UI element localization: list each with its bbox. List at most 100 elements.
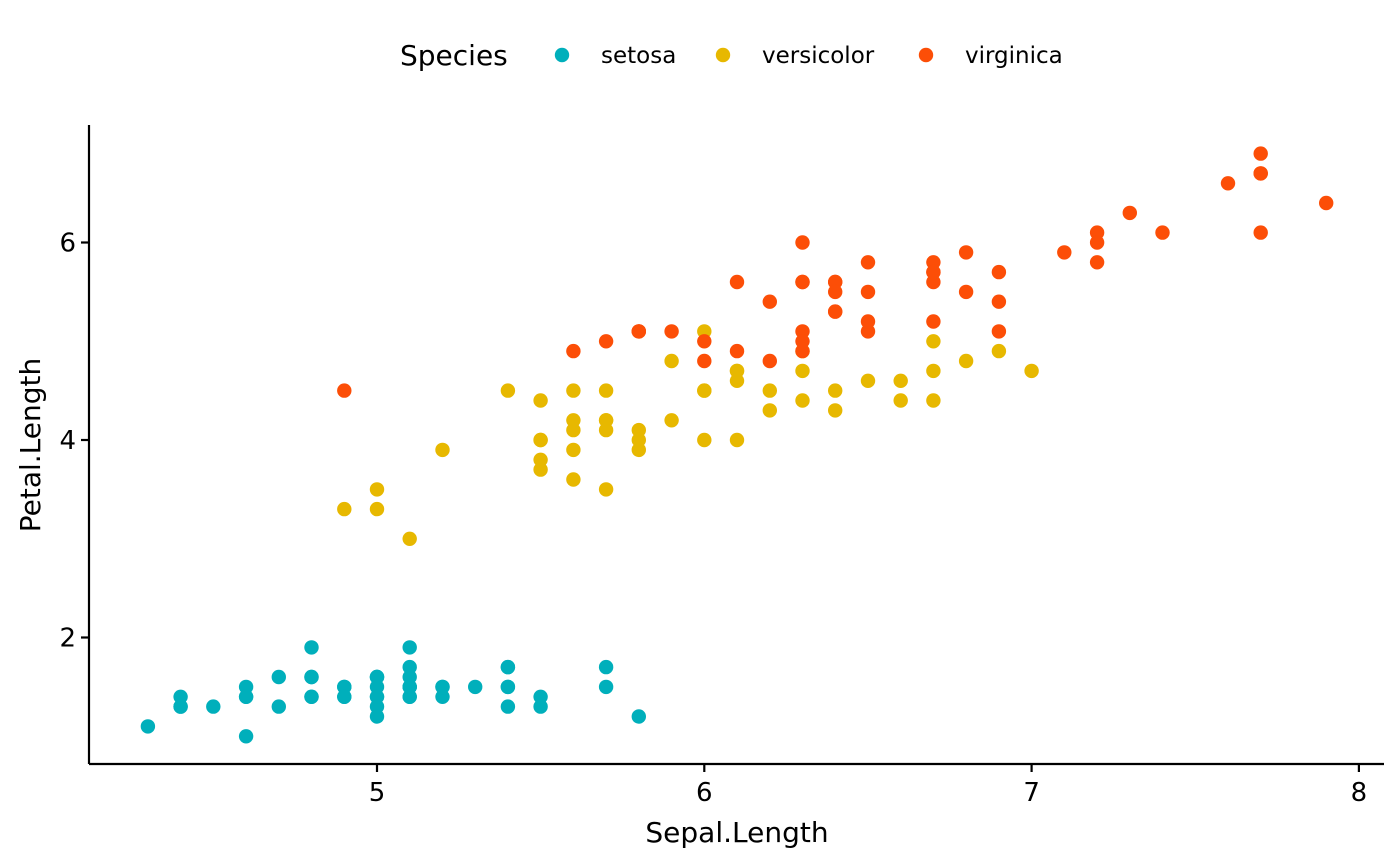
point-virginica-19 [697,334,712,349]
y-axis-title: Petal.Length [14,358,47,533]
point-setosa-17 [402,689,417,704]
point-setosa-23 [402,659,417,675]
point-virginica-5 [1220,176,1236,191]
point-versicolor-36 [926,363,941,379]
point-versicolor-0 [1024,363,1039,379]
point-versicolor-32 [631,442,646,458]
point-virginica-32 [828,274,843,290]
point-setosa-30 [304,669,319,685]
point-versicolor-43 [369,501,385,517]
x-tick-label-5: 5 [369,778,386,808]
point-setosa-47 [238,689,254,704]
point-versicolor-17 [631,422,646,438]
x-tick-label-7: 7 [1023,778,1040,808]
point-setosa-39 [402,679,417,695]
point-virginica-33 [795,324,810,339]
point-virginica-36 [795,274,810,290]
point-setosa-43 [369,669,385,685]
point-virginica-46 [795,334,810,349]
point-virginica-12 [958,284,974,300]
point-virginica-43 [958,245,974,260]
point-virginica-47 [860,314,876,329]
point-versicolor-41 [729,373,745,388]
point-versicolor-49 [598,422,614,438]
point-virginica-4 [860,255,876,270]
point-setosa-18 [598,659,614,675]
point-virginica-34 [729,274,745,290]
point-setosa-3 [238,679,254,695]
point-setosa-20 [500,659,516,675]
point-versicolor-23 [729,363,745,379]
point-virginica-15 [828,304,843,319]
point-versicolor-31 [533,462,548,477]
point-setosa-29 [271,669,286,685]
legend-label-virginica: virginica [965,43,1063,69]
y-tick-label-4: 4 [59,426,76,456]
point-virginica-9 [1089,225,1105,240]
point-setosa-2 [271,699,286,714]
legend: Species setosa versicolor virginica [400,39,1063,72]
point-versicolor-8 [893,373,908,388]
x-tick-label-8: 8 [1351,778,1368,808]
legend-key-versicolor [715,47,731,63]
y-tick-label-6: 6 [59,229,76,259]
point-setosa-13 [140,719,156,734]
point-versicolor-1 [828,383,843,398]
point-versicolor-19 [566,442,581,458]
point-setosa-45 [304,689,319,704]
point-virginica-48 [762,294,777,309]
point-virginica-38 [697,353,712,369]
point-setosa-48 [468,679,483,695]
point-versicolor-10 [369,482,385,497]
point-setosa-35 [369,709,385,724]
point-virginica-22 [1253,166,1268,181]
x-axis-title: Sepal.Length [645,816,828,849]
point-versicolor-33 [697,324,712,339]
point-setosa-44 [402,640,417,655]
point-versicolor-11 [664,413,679,428]
point-versicolor-4 [860,373,876,388]
point-versicolor-44 [566,413,581,428]
legend-key-setosa [554,47,570,63]
point-versicolor-18 [762,383,777,398]
point-versicolor-34 [500,383,516,398]
point-virginica-18 [1253,146,1268,161]
point-versicolor-6 [795,363,810,379]
point-setosa-34 [337,679,352,695]
point-setosa-15 [598,679,614,695]
point-virginica-20 [991,264,1007,280]
point-virginica-44 [926,264,941,280]
point-virginica-45 [926,314,941,329]
point-versicolor-47 [762,403,777,418]
point-virginica-30 [1155,225,1170,240]
point-versicolor-37 [795,393,810,408]
point-virginica-16 [860,284,876,300]
point-versicolor-26 [958,353,974,369]
x-axis-ticks: 5 6 7 8 [369,764,1367,808]
point-versicolor-12 [697,432,712,448]
point-versicolor-29 [598,482,614,497]
legend-label-versicolor: versicolor [762,43,875,69]
legend-key-virginica [918,47,934,63]
point-setosa-31 [500,679,516,695]
x-tick-label-6: 6 [696,778,713,808]
point-setosa-42 [173,699,188,714]
point-virginica-6 [337,383,352,398]
point-virginica-39 [991,294,1007,309]
point-versicolor-5 [598,383,614,398]
point-virginica-10 [860,324,876,339]
point-versicolor-14 [566,472,581,487]
point-virginica-31 [1319,195,1334,211]
point-setosa-37 [337,689,352,704]
point-virginica-26 [762,353,777,369]
point-setosa-16 [500,699,516,714]
point-versicolor-20 [664,353,679,369]
legend-label-setosa: setosa [601,43,676,69]
point-versicolor-48 [402,531,417,546]
point-virginica-40 [926,274,941,290]
y-tick-label-2: 2 [59,624,76,654]
y-axis-ticks: 2 4 6 [59,229,89,654]
point-virginica-27 [729,343,745,359]
point-versicolor-24 [828,403,843,418]
